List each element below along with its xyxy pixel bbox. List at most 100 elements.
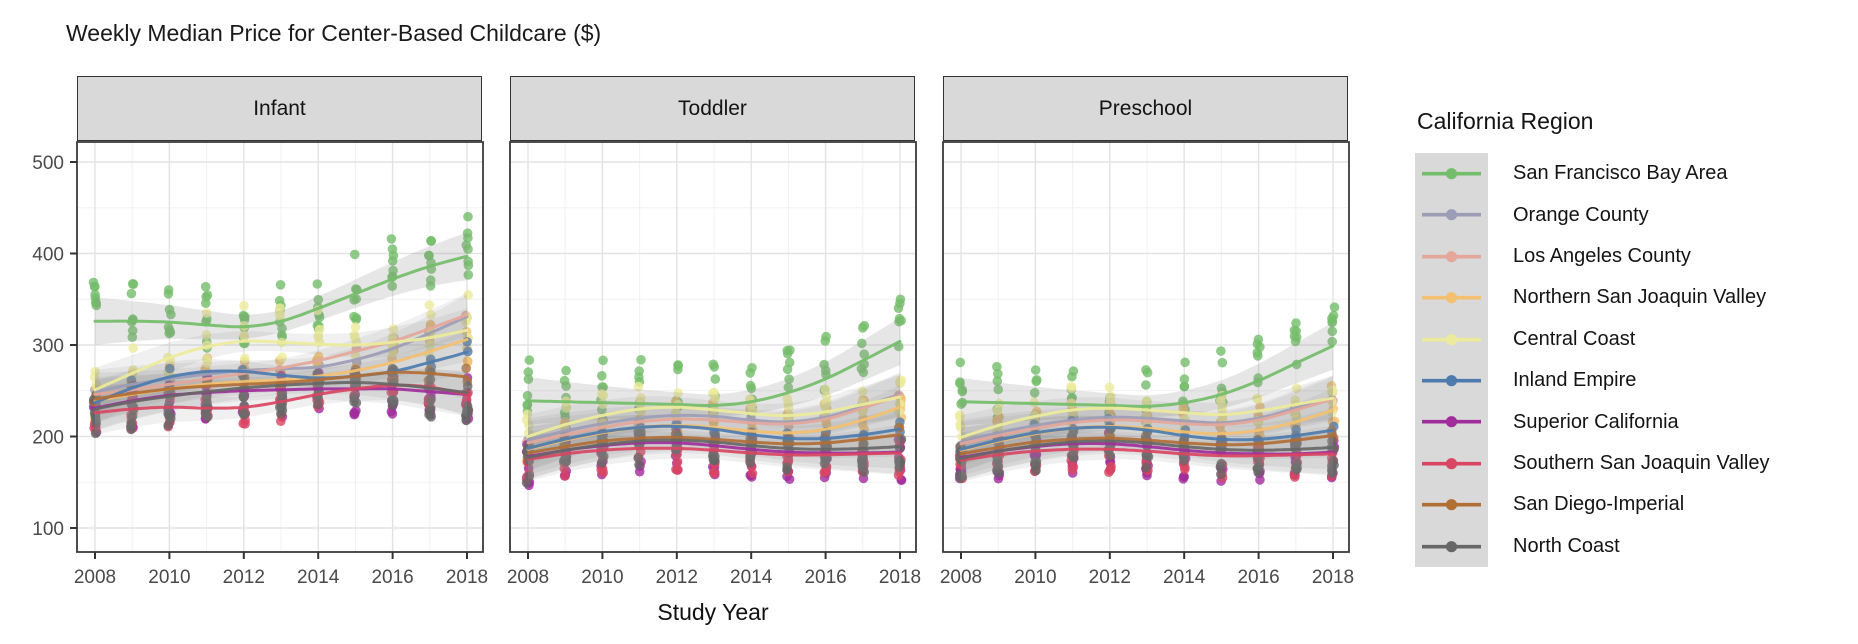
data-point [240,353,250,364]
smooth-line [526,438,902,459]
data-point [313,294,324,305]
x-axis-tick-label: 2016 [804,567,846,588]
legend-item-label: Central Coast [1513,327,1636,350]
x-axis-tick-label: 2010 [148,567,190,588]
legend-title: California Region [1417,108,1594,134]
data-point [957,385,968,395]
legend-key-point [1445,375,1458,387]
x-axis-tick-label: 2014 [297,567,340,588]
smooth-line [959,396,1335,439]
data-point [425,275,436,285]
data-point [709,362,720,372]
data-point [201,392,212,403]
data-point [709,468,720,478]
data-point [1067,371,1077,382]
data-point [313,399,323,410]
legend-item-label: Los Angeles County [1513,244,1691,267]
legend-key [1415,442,1488,485]
data-point [463,260,474,271]
data-point [349,295,359,305]
legend-item-label: San Diego-Imperial [1513,493,1685,516]
data-point [1066,383,1077,393]
data-point [1327,436,1337,446]
data-point [89,372,100,383]
smooth-line [526,393,902,445]
data-point [1031,456,1042,467]
facet-strip-label: Toddler [678,96,747,120]
data-point [634,466,645,477]
data-point [127,332,138,342]
legend-key-point [1445,499,1458,511]
data-point [463,290,474,300]
data-point [745,458,756,468]
confidence-ribbon [95,330,467,425]
chart-title: Weekly Median Price for Center-Based Chi… [66,20,602,46]
y-axis-tick-label: 200 [32,428,64,449]
smooth-line [93,313,469,396]
data-point [202,412,213,422]
x-axis-tick-label: 2008 [940,567,982,588]
data-point [128,343,138,353]
legend-item: Northern San Joaquin Valley [1415,277,1769,319]
smooth-line [526,339,902,407]
data-point [671,464,681,475]
data-point [708,388,718,399]
smooth-line [959,447,1335,462]
data-point [1104,382,1115,393]
x-axis-tick-label: 2010 [581,567,623,588]
legend-item: Los Angeles County [1415,235,1769,278]
x-axis-tick-label: 2012 [223,567,265,588]
smooth-line [526,392,902,442]
legend-key-point [1445,250,1458,263]
data-point [1327,326,1338,337]
legend-key [1415,277,1488,319]
data-point [1255,475,1265,485]
data-point [1030,365,1041,375]
facet-strip-infant: Infant [77,76,482,141]
data-point [239,301,249,311]
data-point [1217,413,1228,424]
data-point [351,398,362,408]
data-point [783,399,794,409]
data-point [1327,468,1338,478]
data-point [201,330,212,340]
data-point [524,420,534,430]
data-point [1141,380,1151,390]
data-point [782,465,792,475]
data-point [596,458,607,468]
smooth-line [959,439,1335,460]
facet-strip-toddler: Toddler [510,76,915,141]
data-point [1252,394,1263,404]
data-point [522,390,533,401]
y-axis-tick-label: 300 [32,336,64,357]
data-point [239,409,250,419]
data-point [425,403,436,414]
data-point [91,418,101,429]
panel-infant [77,142,483,552]
legend-item-label: Southern San Joaquin Valley [1513,451,1770,474]
legend-item: Central Coast [1415,318,1769,360]
data-point [1142,367,1153,378]
data-point [349,409,360,420]
data-point [955,357,966,368]
data-point [386,234,397,244]
x-axis-tick-label: 2018 [446,567,488,588]
data-point [1217,405,1227,415]
legend-key [1415,484,1488,526]
legend: California Region San Francisco Bay Area… [1415,108,1769,567]
data-point [820,467,830,478]
data-point [859,467,869,478]
lines-layer [526,339,902,461]
data-point [239,312,249,322]
data-point [201,308,212,318]
data-point [784,374,794,384]
data-point [426,235,436,246]
x-axis-tick-label: 2016 [1237,567,1279,588]
data-point [992,376,1003,386]
confidence-ribbon [95,294,467,414]
data-point [425,340,435,351]
data-point [387,409,398,419]
data-point [463,270,474,280]
smooth-line [959,425,1335,451]
